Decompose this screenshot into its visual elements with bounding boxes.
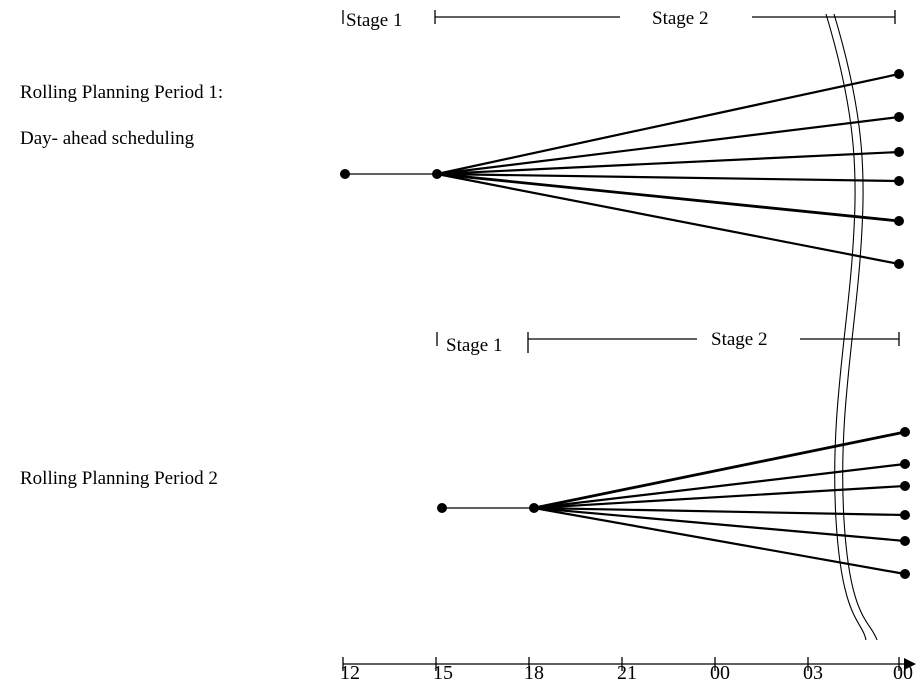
period2-leaf-node-2: [900, 459, 910, 469]
time-axis-label-03: 03: [803, 662, 823, 683]
period1-leaf-node-6: [894, 259, 904, 269]
period2-scenario-branch-5: [533, 506, 906, 543]
period2-stage-bracket: [436, 332, 900, 353]
period1-stage2-label: Stage 2: [652, 8, 708, 29]
time-axis-label-21: 21: [617, 662, 637, 683]
period1-root-node: [340, 169, 350, 179]
time-axis: [342, 657, 916, 671]
period1-leaf-node-5: [894, 216, 904, 226]
time-axis-label-12: 12: [340, 662, 360, 683]
time-break-wavy-lines: [825, 13, 878, 641]
period2-leaf-node-5: [900, 536, 910, 546]
period1-scenario-branch-5: [436, 172, 900, 223]
period1-scenario-tree: [345, 72, 900, 266]
period2-leaf-node-1: [900, 427, 910, 437]
period2-leaf-node-6: [900, 569, 910, 579]
period2-nodes: [437, 427, 910, 579]
period1-scenario-branch-2: [436, 115, 900, 176]
time-axis-label-18: 18: [524, 662, 544, 683]
period2-label: Rolling Planning Period 2: [20, 468, 218, 489]
time-break-line-left: [825, 13, 867, 641]
time-axis-arrowhead: [904, 658, 916, 670]
period1-nodes: [340, 69, 904, 269]
period1-label-line2: Day- ahead scheduling: [20, 128, 195, 149]
period2-stage1-label: Stage 1: [446, 335, 502, 356]
period2-leaf-node-4: [900, 510, 910, 520]
period1-leaf-node-1: [894, 69, 904, 79]
period1-scenario-branch-3: [436, 150, 900, 176]
period1-scenario-branch-6: [436, 172, 900, 266]
time-break-line-right: [833, 13, 878, 641]
time-axis-label-00a: 00: [710, 662, 730, 683]
period1-label-line1: Rolling Planning Period 1:: [20, 82, 223, 103]
period2-root-node: [437, 503, 447, 513]
time-axis-label-00b: 00: [893, 662, 913, 683]
period1-scenario-branch-1: [436, 72, 900, 176]
time-axis-labels: 12 15 18 21 00 03 00: [340, 662, 913, 683]
period1-stage-bracket: [342, 10, 896, 24]
period1-leaf-node-4: [894, 176, 904, 186]
period1-leaf-node-2: [894, 112, 904, 122]
period1-stage1-node: [432, 169, 442, 179]
period2-scenario-branch-6: [533, 506, 906, 576]
period2-stage1-node: [529, 503, 539, 513]
period1-scenario-branch-4: [436, 172, 900, 183]
period2-leaf-node-3: [900, 481, 910, 491]
period1-stage1-label: Stage 1: [346, 10, 402, 31]
period2-stage2-label: Stage 2: [711, 329, 767, 350]
time-axis-label-15: 15: [433, 662, 453, 683]
period1-leaf-node-3: [894, 147, 904, 157]
